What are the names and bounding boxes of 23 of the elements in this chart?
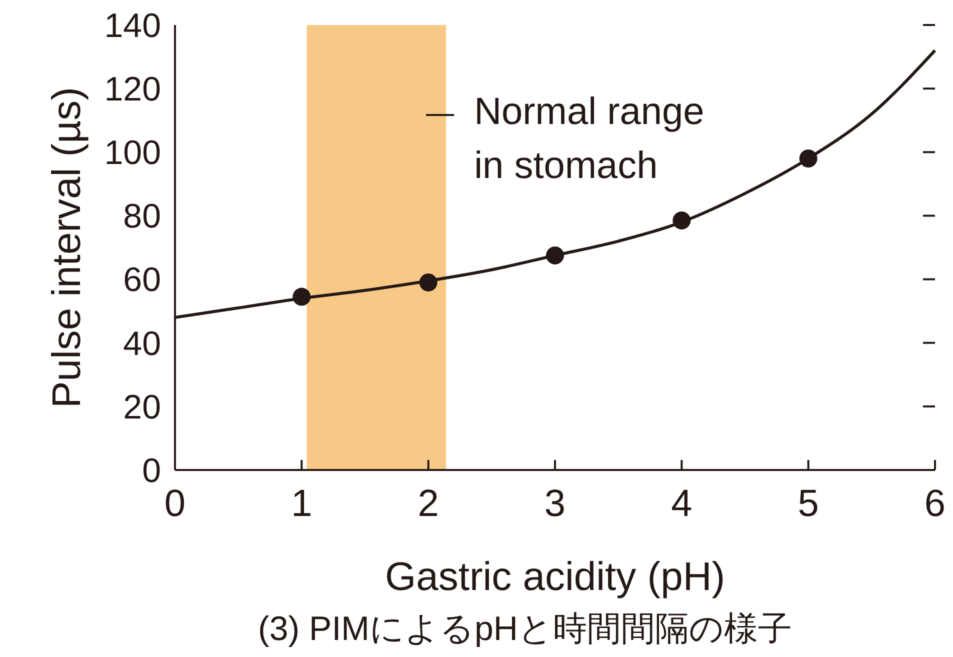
- point: [672, 211, 691, 230]
- y-tick-label: 80: [123, 198, 161, 236]
- y-tick-label: 40: [123, 324, 161, 363]
- x-tick-label: 1: [291, 483, 312, 525]
- point: [292, 288, 311, 306]
- point: [799, 150, 818, 168]
- x-axis-title: Gastric acidity (pH): [384, 555, 726, 599]
- x-tick-label: 5: [798, 483, 819, 525]
- x-tick-label: 4: [671, 483, 692, 525]
- point: [419, 273, 438, 292]
- text: (3) PIMによるpHと時間間隔の様子: [258, 610, 792, 648]
- y-tick-label: 20: [123, 388, 161, 426]
- point: [546, 246, 564, 264]
- y-tick-label: 100: [104, 134, 161, 172]
- y-tick-label: 0: [142, 452, 161, 490]
- y-tick-label: 60: [123, 261, 161, 300]
- y-tick-label: 140: [104, 6, 161, 45]
- band-label: Normal range in stomach: [474, 91, 704, 187]
- x-tick-label: 6: [924, 483, 946, 525]
- y-axis-title: Pulse interval (µs): [45, 87, 89, 408]
- x-tick-label: 3: [544, 483, 566, 525]
- x-tick-label: 2: [418, 483, 439, 525]
- y-tick-label: 120: [104, 70, 161, 108]
